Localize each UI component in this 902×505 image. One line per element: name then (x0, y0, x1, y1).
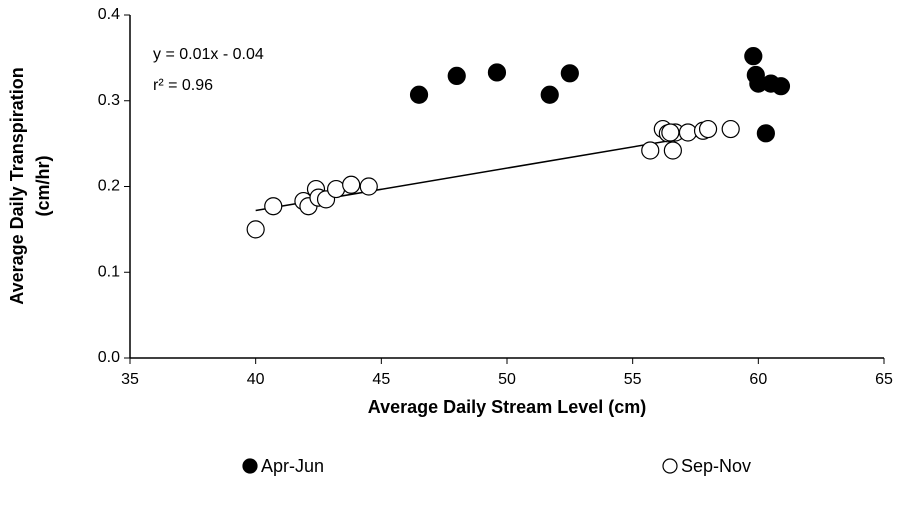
x-tick-label: 45 (372, 371, 390, 388)
point (246, 220, 265, 239)
x-tick-label: 60 (749, 371, 767, 388)
x-tick-label: 65 (875, 371, 893, 388)
y-tick-label: 0.3 (98, 92, 120, 109)
x-tick-label: 35 (121, 371, 139, 388)
point (641, 141, 660, 160)
x-tick-label: 50 (498, 371, 516, 388)
legend-label: Sep-Nov (681, 456, 751, 476)
point (264, 197, 283, 216)
point (359, 177, 378, 196)
point (447, 66, 466, 85)
point (744, 47, 763, 66)
point (326, 179, 346, 199)
annotation: y = 0.01x - 0.04 (153, 46, 264, 63)
y-axis-title: Average Daily Transpiration (7, 67, 27, 304)
point (560, 64, 579, 83)
y-tick-label: 0.0 (98, 349, 120, 366)
point (756, 124, 775, 143)
point (409, 85, 429, 104)
y-tick-label: 0.2 (98, 178, 120, 195)
point (663, 141, 682, 160)
legend-marker (242, 458, 258, 474)
y-tick-label: 0.4 (98, 6, 120, 23)
point (698, 119, 718, 139)
point (771, 77, 791, 96)
x-tick-label: 40 (247, 371, 265, 388)
point (342, 175, 361, 194)
x-axis-title: Average Daily Stream Level (cm) (368, 397, 646, 417)
legend-marker (662, 458, 678, 474)
point (721, 119, 740, 139)
x-tick-label: 55 (624, 371, 642, 388)
point (678, 123, 698, 142)
point (661, 123, 680, 142)
point (540, 85, 559, 104)
y-axis-title: (cm/hr) (33, 155, 53, 216)
legend-label: Apr-Jun (261, 456, 324, 476)
point (487, 63, 507, 82)
annotation: r² = 0.96 (153, 77, 213, 94)
y-tick-label: 0.1 (98, 263, 120, 280)
